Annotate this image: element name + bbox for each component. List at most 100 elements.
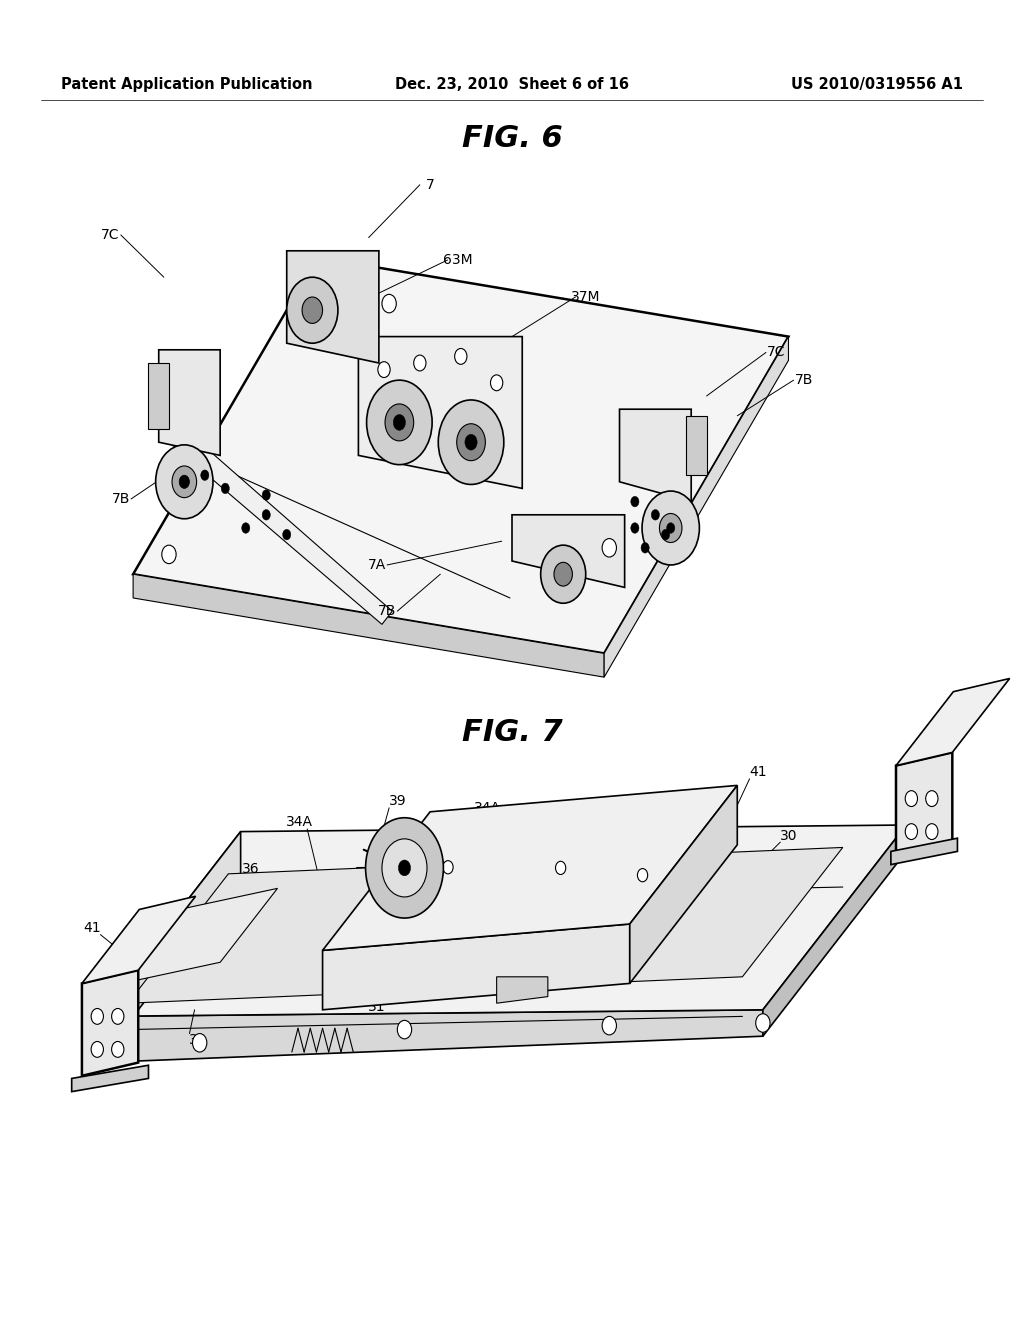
Circle shape: [398, 861, 411, 876]
Polygon shape: [358, 337, 522, 488]
Polygon shape: [82, 896, 196, 983]
Circle shape: [926, 791, 938, 807]
Polygon shape: [97, 1010, 763, 1063]
Polygon shape: [128, 847, 843, 1003]
Circle shape: [554, 562, 572, 586]
Polygon shape: [72, 1065, 148, 1092]
Circle shape: [637, 869, 647, 882]
Polygon shape: [630, 785, 737, 983]
Circle shape: [393, 414, 406, 430]
Circle shape: [366, 817, 443, 919]
Circle shape: [262, 510, 270, 520]
Circle shape: [179, 475, 189, 488]
Polygon shape: [82, 970, 138, 1076]
Circle shape: [905, 824, 918, 840]
Text: 36: 36: [242, 862, 260, 875]
Circle shape: [667, 523, 675, 533]
Circle shape: [602, 539, 616, 557]
Text: 7C: 7C: [767, 346, 785, 359]
Polygon shape: [891, 838, 957, 865]
Polygon shape: [896, 678, 1010, 766]
Circle shape: [91, 1041, 103, 1057]
Polygon shape: [148, 363, 169, 429]
Circle shape: [541, 545, 586, 603]
Polygon shape: [97, 888, 278, 989]
Polygon shape: [323, 785, 737, 950]
Circle shape: [162, 545, 176, 564]
Circle shape: [91, 1008, 103, 1024]
Circle shape: [926, 824, 938, 840]
Polygon shape: [763, 825, 906, 1036]
Circle shape: [221, 483, 229, 494]
Circle shape: [201, 470, 209, 480]
Text: 31: 31: [368, 1001, 386, 1014]
Text: 34: 34: [628, 915, 646, 928]
Polygon shape: [133, 574, 604, 677]
Circle shape: [302, 297, 323, 323]
Text: 7B: 7B: [795, 374, 813, 387]
Polygon shape: [620, 409, 691, 502]
Text: 7B: 7B: [378, 605, 396, 618]
Circle shape: [455, 348, 467, 364]
Text: 39: 39: [388, 795, 407, 808]
Circle shape: [465, 434, 477, 450]
Circle shape: [385, 404, 414, 441]
Text: 7B: 7B: [112, 492, 130, 506]
Circle shape: [287, 277, 338, 343]
Circle shape: [438, 400, 504, 484]
Circle shape: [414, 355, 426, 371]
Polygon shape: [169, 442, 392, 624]
Polygon shape: [604, 337, 788, 677]
Text: 37M: 37M: [571, 290, 600, 304]
Circle shape: [283, 529, 291, 540]
Circle shape: [602, 1016, 616, 1035]
Text: FIG. 7: FIG. 7: [462, 718, 562, 747]
Circle shape: [631, 523, 639, 533]
Text: 41: 41: [83, 921, 101, 935]
Circle shape: [651, 510, 659, 520]
Circle shape: [193, 1034, 207, 1052]
Circle shape: [662, 529, 670, 540]
Text: 7C: 7C: [101, 228, 120, 242]
Text: 35: 35: [531, 954, 550, 968]
Circle shape: [262, 490, 270, 500]
Circle shape: [442, 861, 453, 874]
Circle shape: [397, 1020, 412, 1039]
Circle shape: [382, 840, 427, 898]
Polygon shape: [896, 752, 952, 858]
Text: Patent Application Publication: Patent Application Publication: [61, 77, 313, 92]
Text: 34A: 34A: [286, 816, 312, 829]
Text: 63M: 63M: [443, 253, 472, 267]
Circle shape: [378, 362, 390, 378]
Circle shape: [555, 862, 565, 875]
Text: 34A: 34A: [474, 801, 501, 814]
Polygon shape: [97, 832, 241, 1063]
Text: US 2010/0319556 A1: US 2010/0319556 A1: [791, 77, 963, 92]
Circle shape: [546, 578, 560, 597]
Text: 41: 41: [749, 766, 767, 779]
Polygon shape: [133, 257, 788, 653]
Circle shape: [756, 1014, 770, 1032]
Circle shape: [659, 513, 682, 543]
Text: Dec. 23, 2010  Sheet 6 of 16: Dec. 23, 2010 Sheet 6 of 16: [395, 77, 629, 92]
Text: 30: 30: [779, 829, 798, 842]
Circle shape: [457, 424, 485, 461]
Circle shape: [367, 380, 432, 465]
Polygon shape: [287, 251, 379, 363]
Circle shape: [112, 1041, 124, 1057]
Polygon shape: [512, 515, 625, 587]
Text: 7: 7: [426, 178, 434, 191]
Polygon shape: [97, 825, 906, 1016]
Circle shape: [242, 523, 250, 533]
Text: FIG. 6: FIG. 6: [462, 124, 562, 153]
Circle shape: [382, 294, 396, 313]
Text: 7A: 7A: [368, 558, 386, 572]
Circle shape: [905, 791, 918, 807]
Circle shape: [642, 491, 699, 565]
Polygon shape: [323, 924, 630, 1010]
Circle shape: [490, 375, 503, 391]
Circle shape: [641, 543, 649, 553]
Circle shape: [172, 466, 197, 498]
Polygon shape: [159, 350, 220, 455]
Text: 32: 32: [188, 1034, 207, 1047]
